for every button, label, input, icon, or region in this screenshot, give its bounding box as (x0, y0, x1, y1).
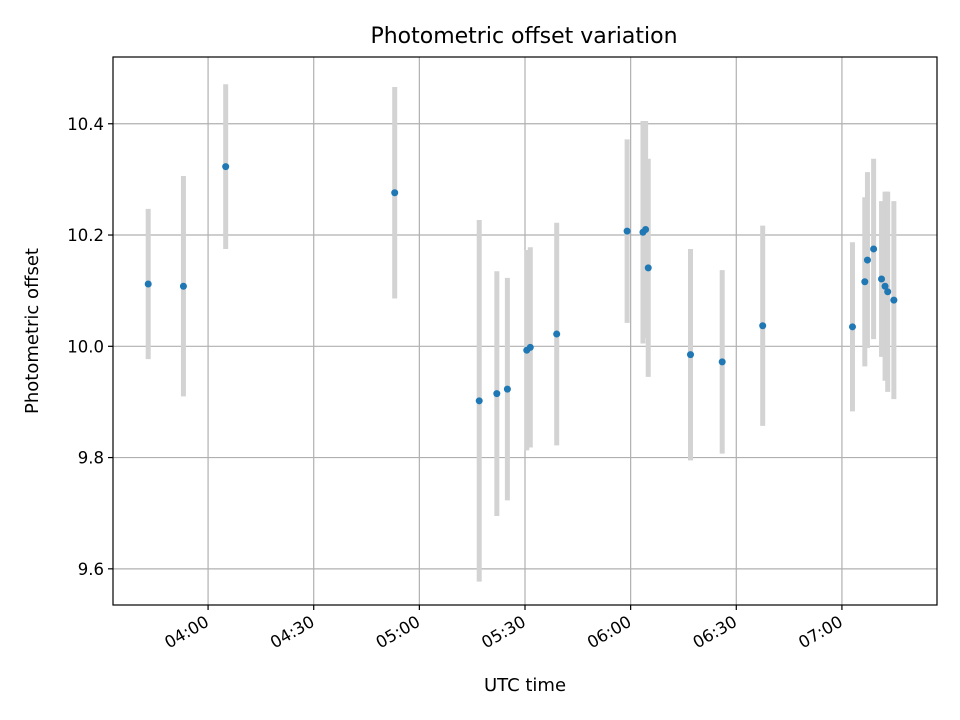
data-point (475, 397, 483, 405)
data-point (553, 330, 561, 338)
data-point (526, 343, 534, 351)
x-tick-label: 06:00 (584, 612, 635, 652)
data-point (881, 282, 889, 290)
data-point (391, 189, 399, 197)
data-point (861, 278, 869, 286)
data-point (870, 245, 878, 253)
data-point (863, 256, 871, 264)
data-point (623, 227, 631, 235)
error-bars (145, 84, 897, 582)
data-point (687, 351, 695, 359)
x-tick-label: 04:30 (267, 612, 318, 652)
data-points (144, 163, 898, 405)
data-point (179, 282, 187, 290)
data-point (759, 322, 767, 330)
y-tick-label: 9.6 (78, 560, 104, 579)
data-point (222, 163, 230, 171)
x-tick-label: 07:00 (795, 612, 846, 652)
y-tick-label: 10.0 (67, 337, 104, 356)
data-point (503, 385, 511, 393)
data-point (144, 280, 152, 288)
data-point (884, 288, 892, 296)
x-tick-label: 04:00 (161, 612, 212, 652)
x-tick-label: 06:30 (690, 612, 741, 652)
data-point (642, 225, 650, 233)
y-tick-label: 10.4 (67, 115, 104, 134)
grid-lines (113, 57, 937, 605)
x-axis-label: UTC time (484, 675, 566, 696)
data-point (718, 358, 726, 366)
y-tick-label: 10.2 (67, 226, 104, 245)
data-point (644, 264, 652, 272)
data-point (848, 323, 856, 331)
x-tick-label: 05:30 (478, 612, 529, 652)
data-point (493, 390, 501, 398)
data-point (890, 296, 898, 304)
data-point (878, 275, 886, 283)
chart-title: Photometric offset variation (370, 24, 677, 49)
y-axis-label: Photometric offset (22, 248, 43, 414)
x-tick-label: 05:00 (373, 612, 424, 652)
y-tick-label: 9.8 (78, 449, 104, 468)
